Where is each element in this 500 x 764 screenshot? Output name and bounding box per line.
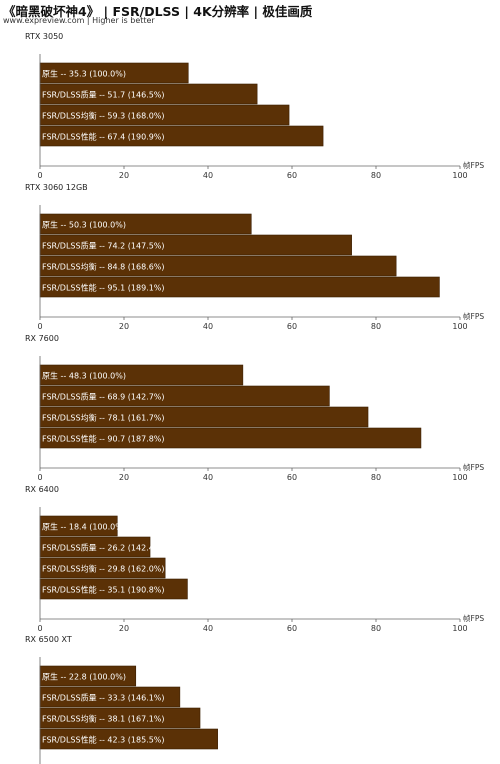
x-tick-label: 60: [287, 322, 297, 331]
x-tick-label: 80: [371, 171, 381, 180]
bar-label: 原生 -- 18.4 (100.0%): [42, 522, 126, 532]
bar-label: FSR/DLSS性能 -- 95.1 (189.1%): [42, 283, 165, 293]
group-label: RTX 3060 12GB: [25, 183, 88, 192]
x-axis-unit: 帧FPS: [463, 311, 484, 321]
bar-label: 原生 -- 35.3 (100.0%): [42, 69, 126, 79]
bar-label: FSR/DLSS均衡 -- 29.8 (162.0%): [42, 564, 165, 574]
x-tick-label: 40: [203, 473, 213, 482]
x-axis-unit: 帧FPS: [463, 160, 484, 170]
bar-label: 原生 -- 22.8 (100.0%): [42, 672, 126, 682]
group-label: RX 6500 XT: [25, 635, 72, 644]
x-tick-label: 100: [452, 624, 467, 633]
bar-label: FSR/DLSS均衡 -- 59.3 (168.0%): [42, 111, 165, 121]
x-tick-label: 0: [37, 473, 42, 482]
x-tick-label: 80: [371, 473, 381, 482]
bar-label: FSR/DLSS性能 -- 90.7 (187.8%): [42, 434, 165, 444]
bar-label: 原生 -- 48.3 (100.0%): [42, 371, 126, 381]
page-title: 《暗黑破坏神4》 | FSR/DLSS | 4K分辨率 | 极佳画质: [3, 4, 313, 19]
x-tick-label: 80: [371, 322, 381, 331]
bar-label: FSR/DLSS质量 -- 26.2 (142.4%): [42, 543, 165, 553]
x-tick-label: 100: [452, 473, 467, 482]
x-tick-label: 20: [119, 171, 129, 180]
x-tick-label: 40: [203, 624, 213, 633]
x-tick-label: 20: [119, 322, 129, 331]
bar-label: FSR/DLSS性能 -- 35.1 (190.8%): [42, 585, 165, 595]
group-label: RX 6400: [25, 485, 59, 494]
bar-label: FSR/DLSS性能 -- 42.3 (185.5%): [42, 735, 165, 745]
x-tick-label: 100: [452, 322, 467, 331]
bar-label: FSR/DLSS质量 -- 74.2 (147.5%): [42, 241, 165, 251]
bar-label: FSR/DLSS质量 -- 68.9 (142.7%): [42, 392, 165, 402]
x-tick-label: 0: [37, 624, 42, 633]
x-tick-label: 40: [203, 322, 213, 331]
x-axis-unit: 帧FPS: [463, 462, 484, 472]
x-tick-label: 60: [287, 624, 297, 633]
x-tick-label: 0: [37, 171, 42, 180]
x-tick-label: 40: [203, 171, 213, 180]
x-tick-label: 0: [37, 322, 42, 331]
x-tick-label: 60: [287, 473, 297, 482]
x-axis-unit: 帧FPS: [463, 613, 484, 623]
x-tick-label: 20: [119, 624, 129, 633]
bar-label: FSR/DLSS均衡 -- 78.1 (161.7%): [42, 413, 165, 423]
bar-label: FSR/DLSS质量 -- 33.3 (146.1%): [42, 693, 165, 703]
group-label: RX 7600: [25, 334, 59, 343]
x-tick-label: 60: [287, 171, 297, 180]
bar-label: FSR/DLSS均衡 -- 84.8 (168.6%): [42, 262, 165, 272]
bar-label: FSR/DLSS均衡 -- 38.1 (167.1%): [42, 714, 165, 724]
x-tick-label: 80: [371, 624, 381, 633]
group-label: RTX 3050: [25, 32, 63, 41]
bar-label: FSR/DLSS性能 -- 67.4 (190.9%): [42, 132, 165, 142]
bar-label: FSR/DLSS质量 -- 51.7 (146.5%): [42, 90, 165, 100]
x-tick-label: 20: [119, 473, 129, 482]
page-subtitle: www.expreview.com | Higher is better: [3, 16, 155, 25]
bar-label: 原生 -- 50.3 (100.0%): [42, 220, 126, 230]
x-tick-label: 100: [452, 171, 467, 180]
